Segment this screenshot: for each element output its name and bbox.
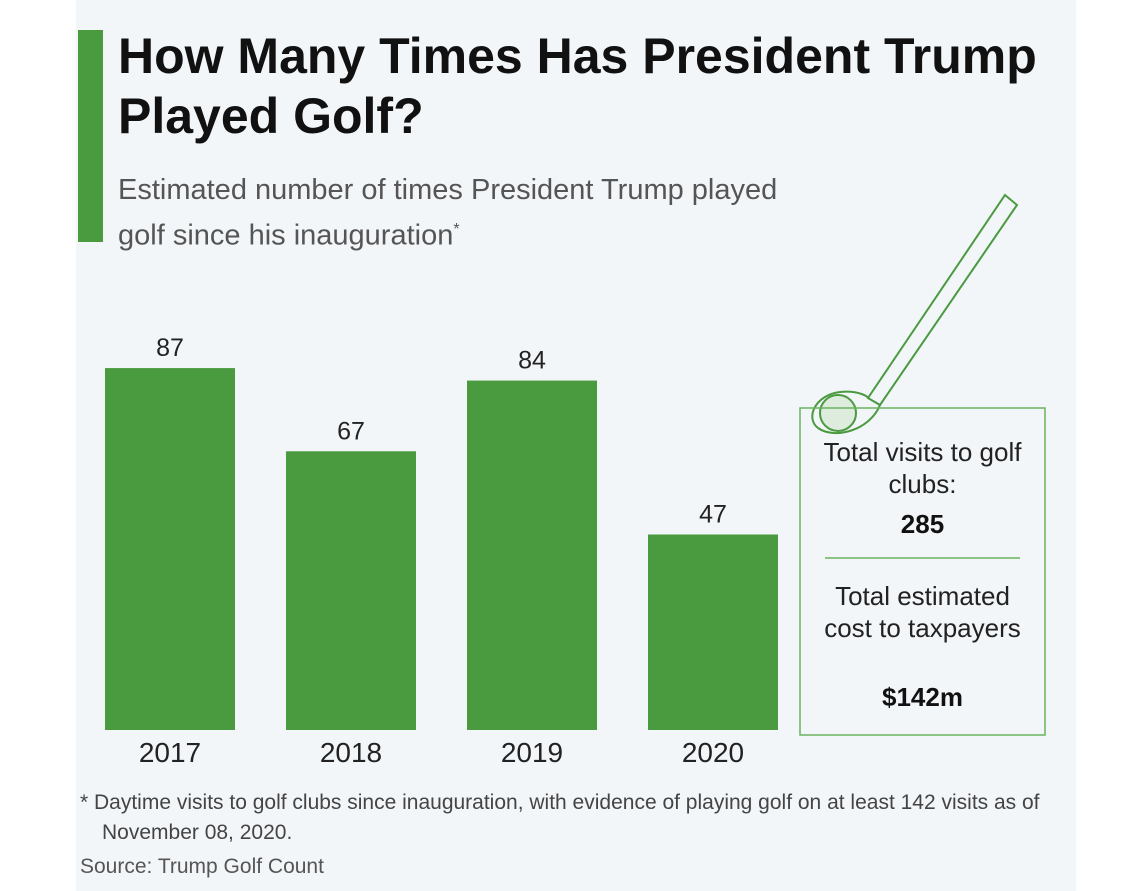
source: Source: Trump Golf Count bbox=[80, 855, 324, 878]
value-label: 67 bbox=[337, 417, 365, 445]
x-tick-label: 2018 bbox=[320, 737, 382, 768]
value-label: 87 bbox=[156, 334, 184, 362]
chart-title: How Many Times Has President Trump Playe… bbox=[118, 28, 1037, 144]
subtitle-marker: * bbox=[453, 221, 460, 238]
bar bbox=[467, 380, 597, 730]
x-tick-label: 2019 bbox=[501, 737, 563, 768]
golf-club-icon bbox=[811, 193, 1019, 435]
bar bbox=[648, 534, 778, 730]
footnote: * Daytime visits to golf clubs since ina… bbox=[80, 791, 1040, 844]
info-box bbox=[799, 407, 1046, 736]
bar bbox=[105, 368, 235, 730]
annotation-value: $142m bbox=[882, 682, 963, 712]
annotation-label: Total estimated cost to taxpayers bbox=[824, 581, 1021, 643]
value-label: 84 bbox=[518, 347, 546, 375]
subtitle-text: Estimated number of times President Trum… bbox=[118, 174, 778, 252]
annotation-label: Total visits to golf clubs: bbox=[823, 437, 1022, 499]
chart-subtitle: Estimated number of times President Trum… bbox=[118, 170, 798, 256]
x-tick-label: 2020 bbox=[682, 737, 744, 768]
accent-bar bbox=[78, 30, 103, 242]
annotation-value: 285 bbox=[900, 509, 945, 539]
bar bbox=[286, 451, 416, 730]
x-tick-label: 2017 bbox=[139, 737, 201, 768]
value-label: 47 bbox=[699, 500, 727, 528]
